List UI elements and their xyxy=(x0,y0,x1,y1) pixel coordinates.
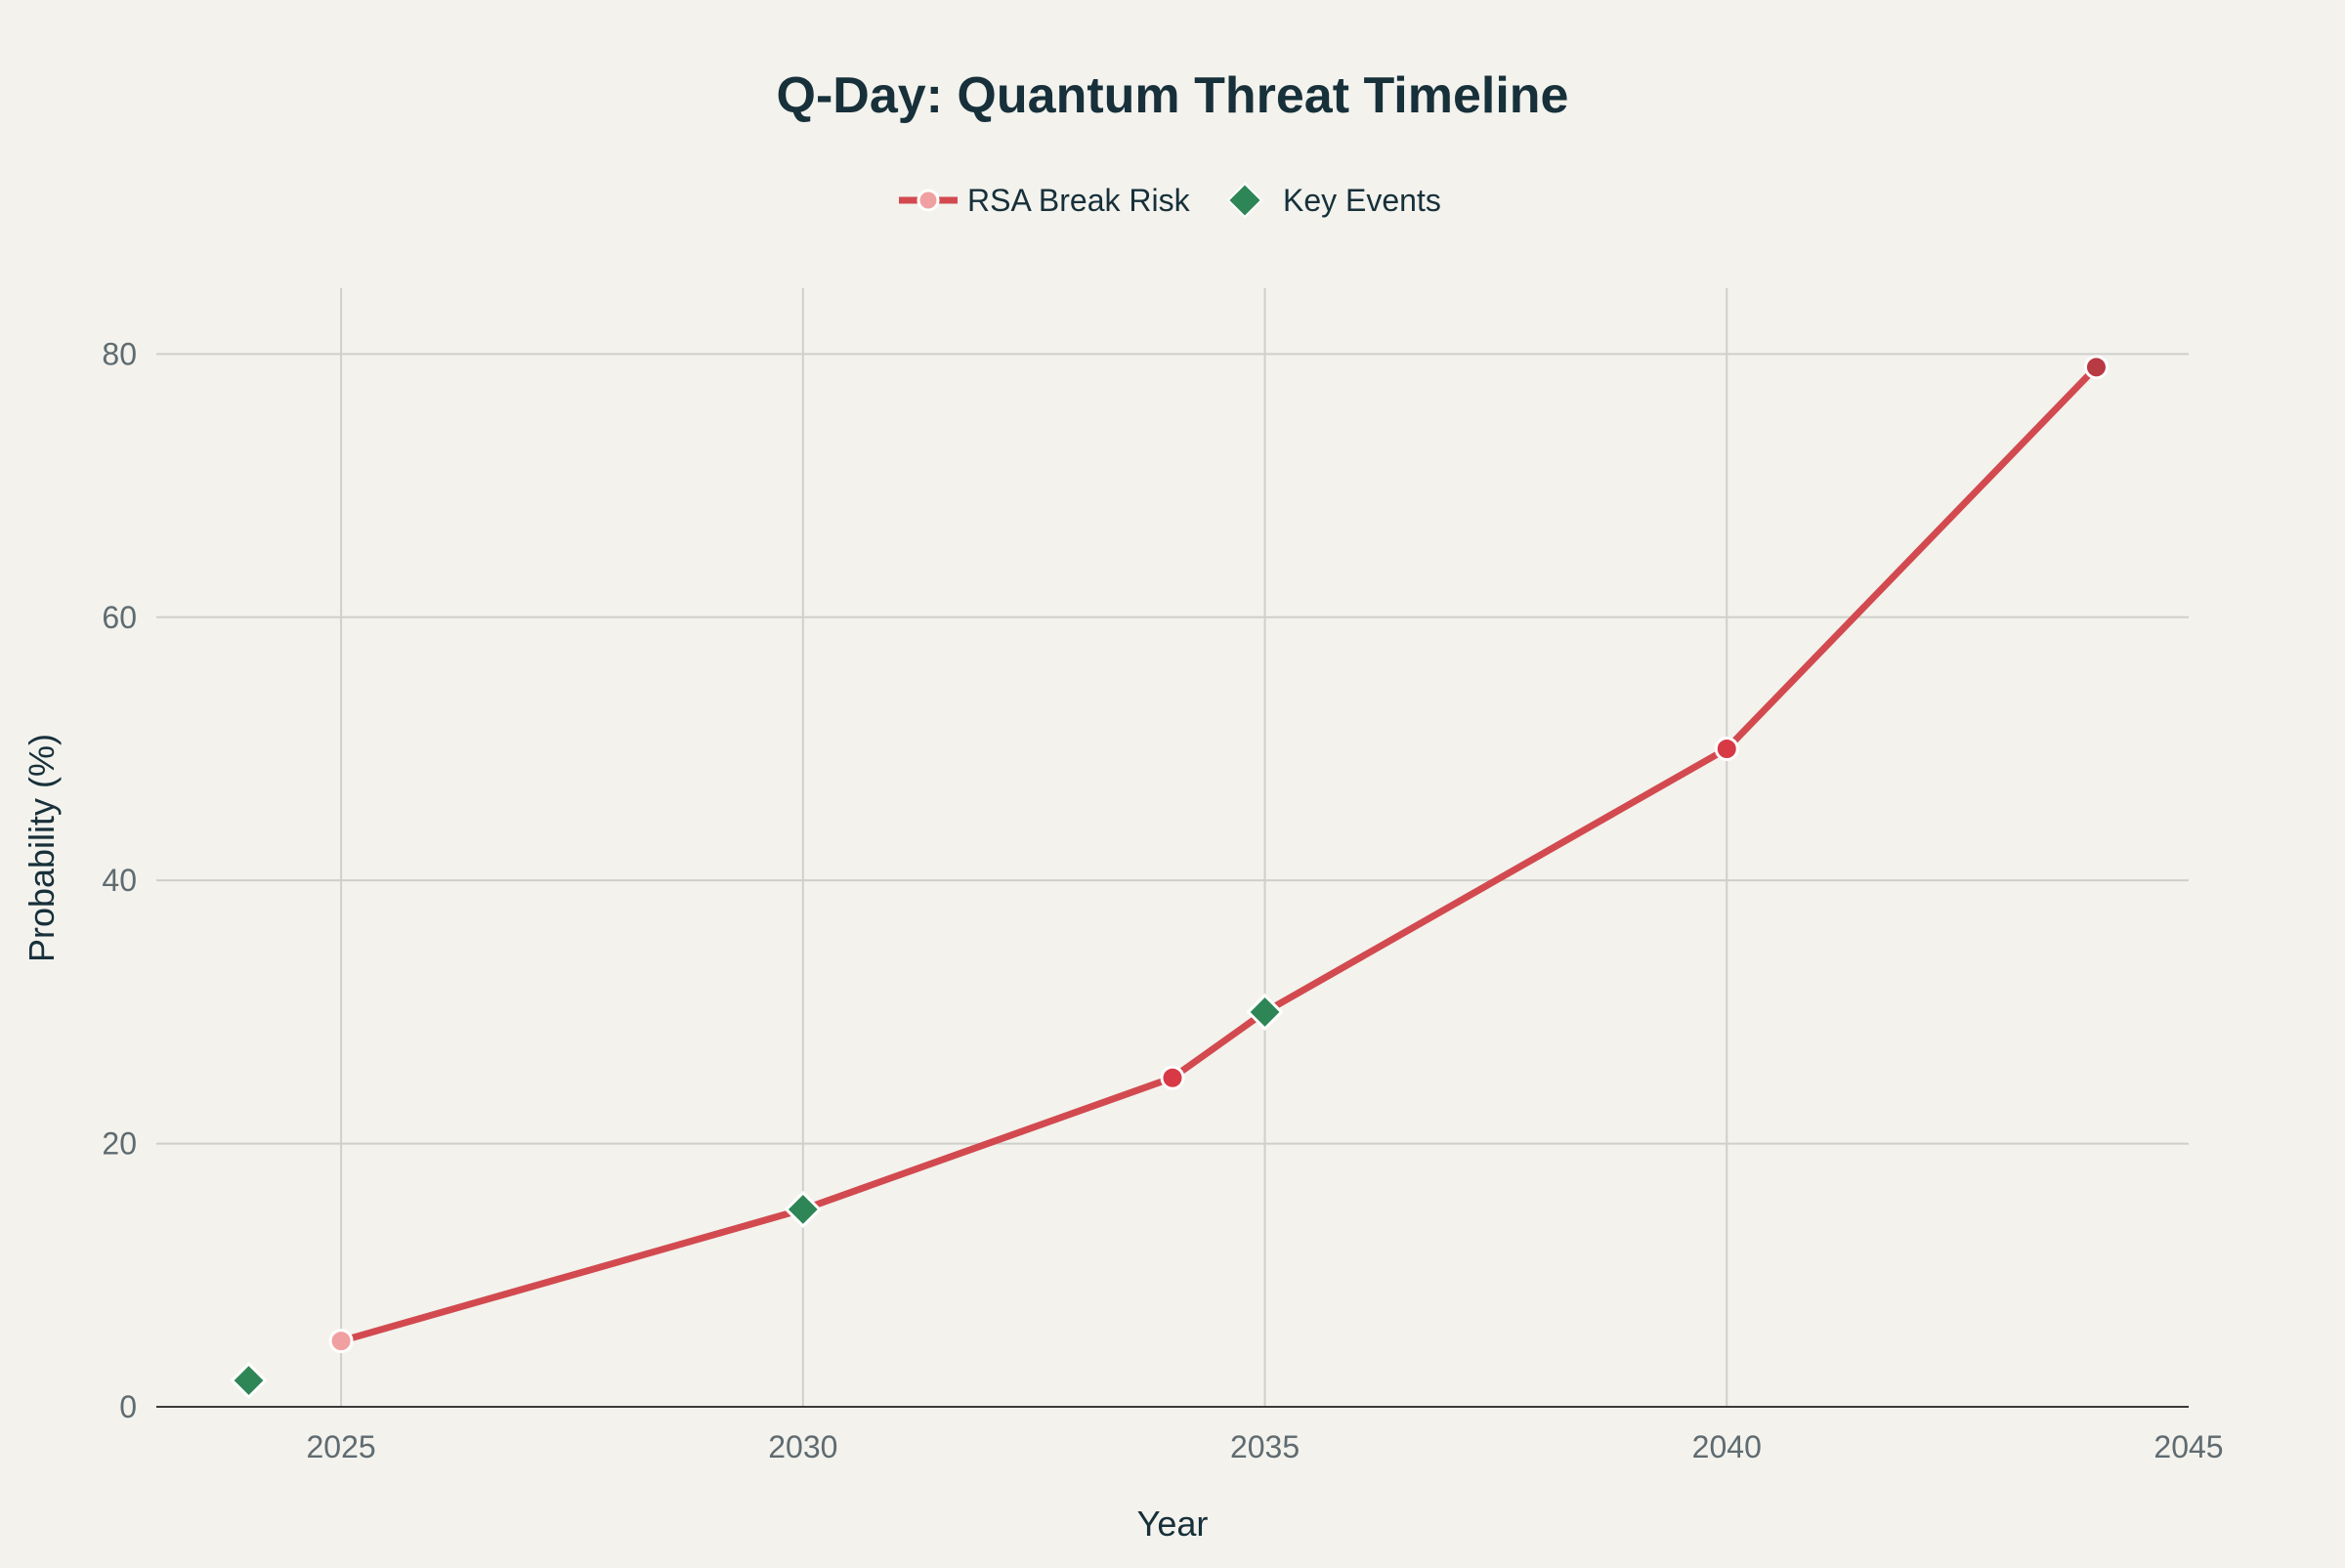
key-event-point xyxy=(1246,993,1284,1032)
key-event-point xyxy=(784,1190,822,1229)
legend-label-rsa: RSA Break Risk xyxy=(967,183,1191,218)
series-layer xyxy=(230,355,2109,1400)
y-tick-label: 0 xyxy=(119,1389,137,1424)
legend: RSA Break Risk Key Events xyxy=(899,182,1441,219)
chart-title: Q-Day: Quantum Threat Timeline xyxy=(777,67,1569,124)
legend-diamond-marker xyxy=(1226,182,1263,219)
rsa-risk-line xyxy=(337,363,2100,1345)
x-axis-title: Year xyxy=(1137,1504,1209,1544)
x-tick-label: 2025 xyxy=(306,1429,375,1464)
x-tick-label: 2045 xyxy=(2153,1429,2223,1464)
rsa-risk-point xyxy=(328,1329,354,1354)
legend-label-events: Key Events xyxy=(1283,183,1441,218)
y-tick-label: 20 xyxy=(102,1126,137,1162)
y-tick-label: 80 xyxy=(102,336,137,371)
rsa-risk-point xyxy=(1714,736,1739,761)
rsa-risk-point xyxy=(2083,355,2109,380)
x-tick-label: 2040 xyxy=(1692,1429,1762,1464)
x-tick-label: 2030 xyxy=(768,1429,837,1464)
y-axis-title: Probability (%) xyxy=(21,734,62,962)
y-tick-label: 40 xyxy=(102,863,137,898)
key-event-point xyxy=(230,1361,268,1400)
grid-layer xyxy=(156,288,2189,1407)
legend-circle-marker xyxy=(917,189,940,212)
y-tick-label: 60 xyxy=(102,600,137,635)
x-tick-label: 2035 xyxy=(1230,1429,1300,1464)
rsa-risk-point xyxy=(1160,1065,1185,1090)
